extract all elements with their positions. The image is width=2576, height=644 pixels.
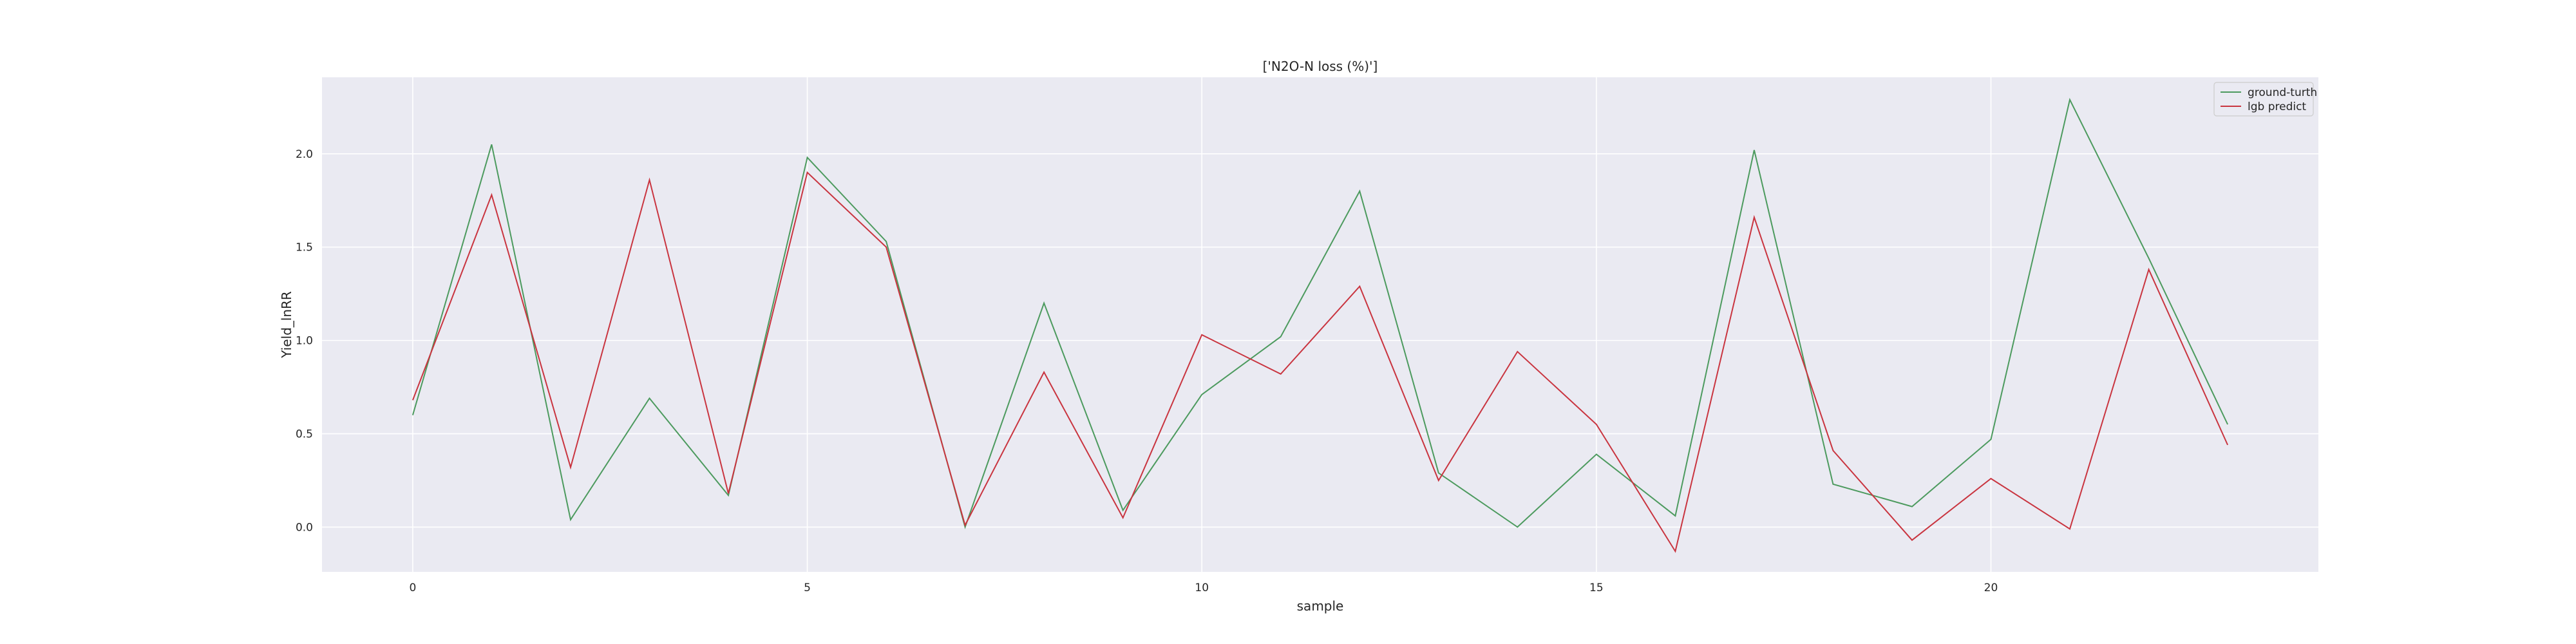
- series-line-ground-turth: [412, 97, 2229, 529]
- series-lines: [412, 97, 2229, 553]
- y-axis-label: Yield_lnRR: [279, 291, 294, 359]
- grid-lines: [322, 77, 2318, 572]
- x-tick-label: 15: [1589, 582, 1604, 594]
- legend-label-lgb-predict: lgb predict: [2248, 100, 2306, 113]
- x-axis-label: sample: [1297, 598, 1344, 614]
- legend: ground-turth lgb predict: [2213, 82, 2317, 117]
- legend-label-ground-turth: ground-turth: [2248, 86, 2317, 99]
- x-tick-label: 20: [1984, 582, 1998, 594]
- chart-title: ['N2O-N loss (%)']: [1263, 59, 1378, 74]
- x-tick-label: 10: [1195, 582, 1209, 594]
- y-tick-label: 2.0: [296, 148, 313, 161]
- x-tick-label: 0: [409, 582, 416, 594]
- series-line-lgb-predict: [412, 171, 2229, 553]
- legend-box: [2213, 82, 2314, 117]
- tick-labels: 0 5 10 15 20 0.0 0.5 1.0 1.5 2.0: [296, 148, 1998, 594]
- x-tick-label: 5: [804, 582, 811, 594]
- y-tick-label: 0.0: [296, 521, 313, 534]
- plot-area: [322, 77, 2318, 572]
- y-tick-label: 1.0: [296, 335, 313, 348]
- y-tick-label: 1.5: [296, 242, 313, 254]
- y-tick-label: 0.5: [296, 428, 313, 441]
